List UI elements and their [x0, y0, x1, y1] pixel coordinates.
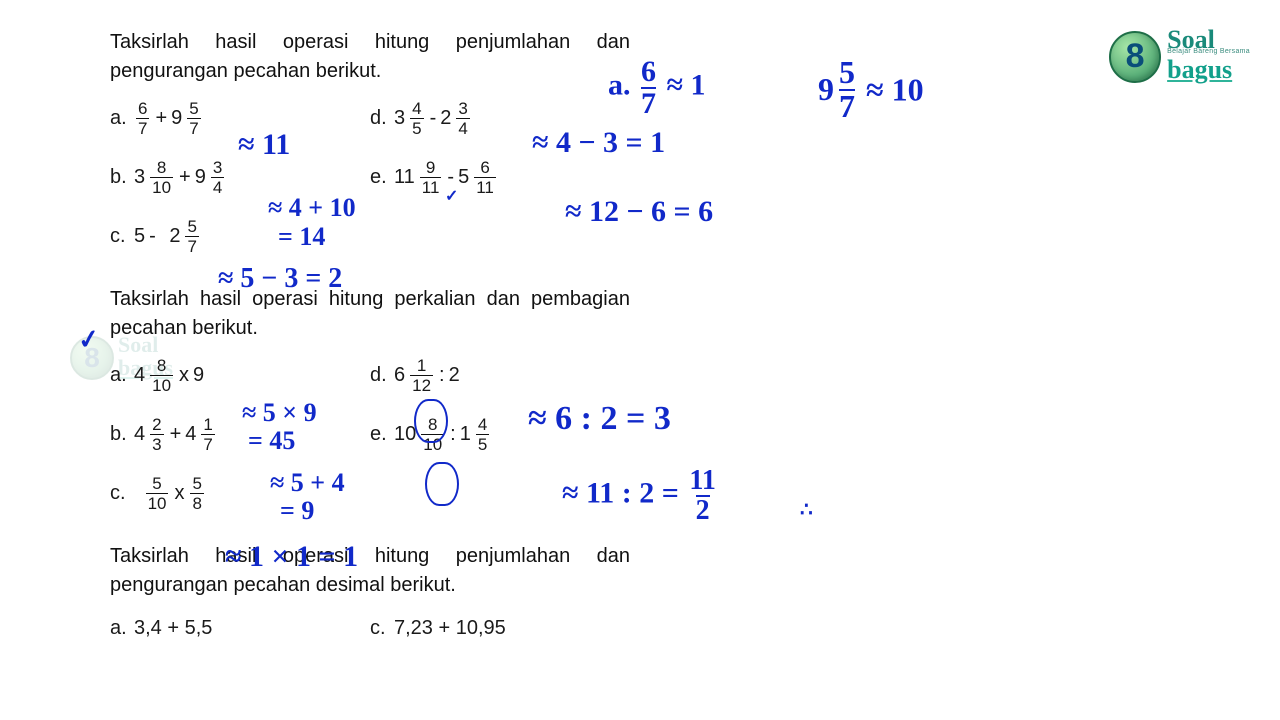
- handnote-tick-icon: ✓: [445, 186, 458, 206]
- item-label: e.: [370, 420, 394, 449]
- handnote-s2b-1: ≈ 5 + 4: [270, 470, 345, 496]
- item-label: a.: [110, 614, 134, 643]
- item-label: c.: [370, 614, 394, 643]
- section3-instruction: Taksirlah hasil operasi hitung penjumlah…: [110, 542, 630, 600]
- item-expression: 10810 : 145: [394, 416, 491, 453]
- item-expression: 3810 + 934: [134, 159, 226, 196]
- item-expression: 67 + 957: [134, 100, 203, 137]
- item-label: c.: [110, 222, 134, 251]
- handnote-s2e: ≈ 11 : 2 = 112: [562, 468, 719, 523]
- item-expression: 3,4 + 5,5: [134, 614, 212, 643]
- handnote-s2a-1: ≈ 5 × 9: [242, 400, 317, 426]
- worksheet-body: Taksirlah hasil operasi hitung penjumlah…: [110, 28, 630, 665]
- section1-row-c: c. 5 - 257: [110, 218, 630, 255]
- section1-item-b: b. 3810 + 934: [110, 159, 370, 196]
- item-label: d.: [370, 104, 394, 133]
- section2-item-d: d. 6112 : 2: [370, 357, 630, 394]
- item-label: a.: [110, 104, 134, 133]
- handnote-dots: ∴: [800, 500, 813, 520]
- logo-text: Soal Belajar Bareng Bersama bagus: [1167, 28, 1250, 85]
- item-label: b.: [110, 163, 134, 192]
- item-expression: 423 + 417: [134, 416, 217, 453]
- section2-item-a: a. 4810 x 9: [110, 357, 370, 394]
- section2-row-c: c. 510 x 58: [110, 475, 630, 512]
- handnote-checkmark-icon: ✓: [76, 324, 102, 357]
- handnote-s2d: ≈ 6 : 2 = 3: [528, 402, 671, 436]
- section2-item-b: b. 423 + 417: [110, 416, 370, 453]
- item-label: e.: [370, 163, 394, 192]
- section2-row-a-d: a. 4810 x 9 d. 6112 : 2: [110, 357, 630, 394]
- fraction: 67: [136, 100, 149, 137]
- item-expression: 345 - 234: [394, 100, 472, 137]
- item-expression: 5 - 257: [134, 218, 201, 255]
- section1-item-c: c. 5 - 257: [110, 218, 380, 255]
- logo-badge: 8: [1109, 31, 1161, 83]
- handnote-top2: 957 ≈ 10: [818, 58, 924, 121]
- mixed-number: 957: [171, 100, 203, 137]
- handnote-s2c: ≈ 1 × 1 = 1: [225, 542, 358, 572]
- handnote-s2a-2: = 45: [248, 428, 295, 454]
- logo-line2: bagus: [1167, 55, 1250, 85]
- handnote-s1d: ≈ 4 − 3 = 1: [532, 128, 665, 158]
- logo-subtitle: Belajar Bareng Bersama: [1167, 48, 1250, 55]
- section1-row-b-e: b. 3810 + 934 e. 11911 - 5611: [110, 159, 630, 196]
- section3-item-a: a. 3,4 + 5,5: [110, 614, 370, 643]
- section3-item-c: c. 7,23 + 10,95: [370, 614, 630, 643]
- handnote-s1e: ≈ 12 − 6 = 6: [565, 197, 713, 227]
- item-label: d.: [370, 361, 394, 390]
- item-label: c.: [110, 479, 134, 508]
- handnote-s1c: ≈ 5 − 3 = 2: [218, 265, 342, 293]
- section2-instruction: Taksirlah hasil operasi hitung perkalian…: [110, 285, 630, 343]
- item-expression: 4810 x 9: [134, 357, 204, 394]
- section1-instruction: Taksirlah hasil operasi hitung penjumlah…: [110, 28, 630, 86]
- item-label: a.: [110, 361, 134, 390]
- handnote-top1: a. 67 ≈ 1: [608, 58, 705, 117]
- handnote-s2b-2: = 9: [280, 498, 314, 524]
- item-expression: 6112 : 2: [394, 357, 460, 394]
- section1-item-e: e. 11911 - 5611: [370, 159, 630, 196]
- item-expression: 510 x 58: [134, 475, 206, 512]
- handnote-s1b-1: ≈ 4 + 10: [268, 195, 356, 221]
- item-expression: 7,23 + 10,95: [394, 614, 506, 643]
- item-label: b.: [110, 420, 134, 449]
- handnote-s1a: ≈ 11: [238, 130, 290, 160]
- section3-row-a-c: a. 3,4 + 5,5 c. 7,23 + 10,95: [110, 614, 630, 643]
- logo: 8 Soal Belajar Bareng Bersama bagus: [1109, 28, 1250, 85]
- handnote-s1b-2: = 14: [278, 224, 325, 250]
